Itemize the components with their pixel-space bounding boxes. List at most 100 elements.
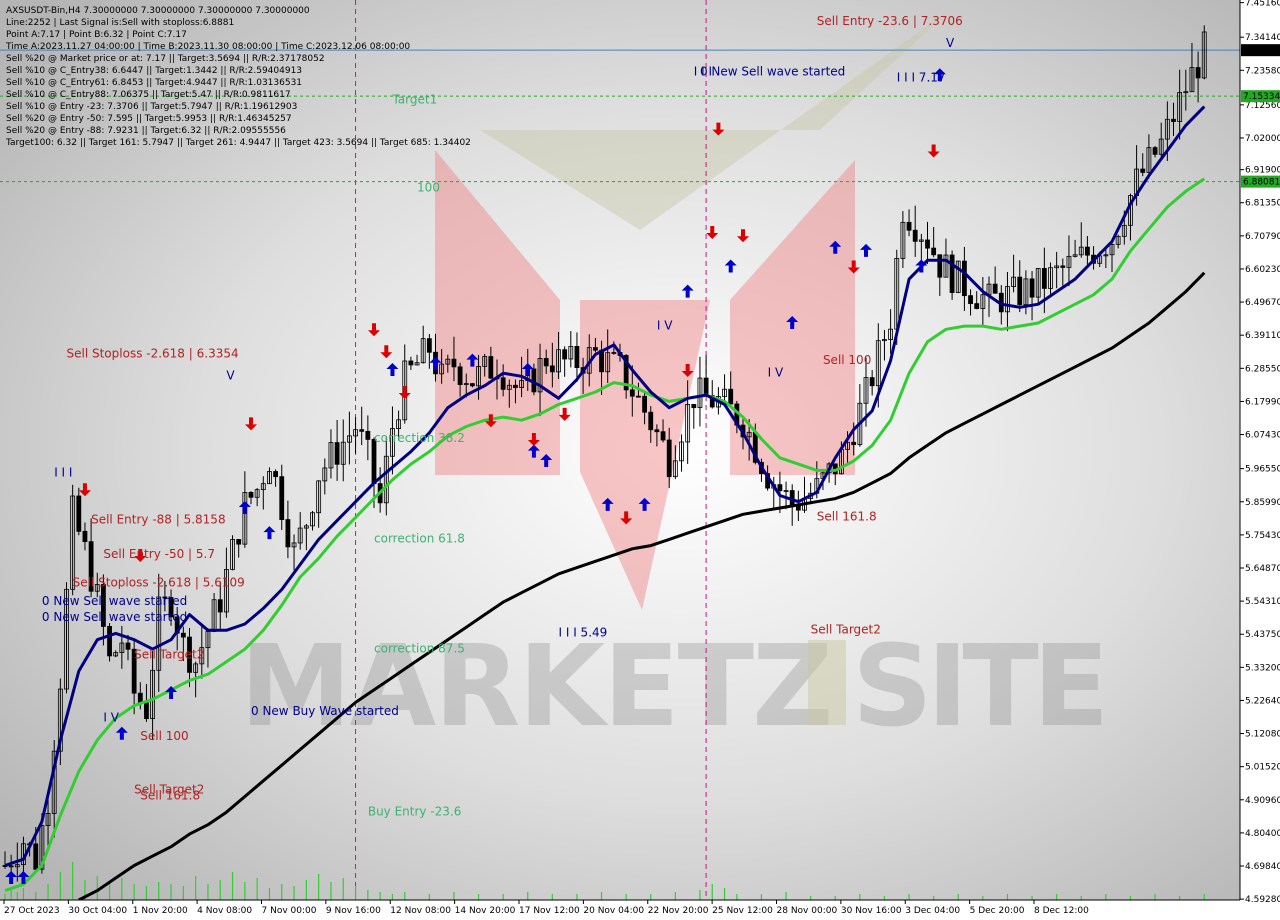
sell-arrow-icon	[245, 417, 257, 431]
chart-annotation: Sell Entry -50 | 5.7	[103, 547, 215, 561]
chart-annotation: Sell Stoploss -2.618 | 5.6109	[73, 575, 245, 589]
candle	[131, 638, 137, 715]
price-label: 7.30000	[1243, 46, 1280, 56]
candle	[722, 374, 727, 401]
candle	[974, 291, 980, 310]
chart-annotation: I I I	[54, 466, 72, 480]
candle	[408, 356, 414, 370]
info-line: Sell %20 @ Market price or at: 7.17 || T…	[6, 54, 325, 64]
sell-arrow-icon	[558, 407, 571, 421]
info-panel: AXSUSDT-Bin,H4 7.30000000 7.30000000 7.3…	[5, 6, 471, 148]
x-tick-label: 22 Nov 20:00	[648, 906, 709, 916]
candle	[1158, 122, 1164, 160]
candle	[562, 346, 568, 377]
y-tick-label: 6.81350	[1245, 199, 1280, 209]
candle	[199, 625, 205, 679]
candle	[107, 623, 112, 662]
candle	[1085, 236, 1090, 265]
y-tick-label: 4.59280	[1245, 895, 1280, 905]
candle	[346, 411, 352, 465]
pattern-middle-v	[580, 300, 710, 610]
candle	[949, 250, 955, 300]
sell-arrow-icon	[681, 364, 694, 378]
sell-arrow-icon	[737, 229, 749, 243]
watermark-text: MARKETZ	[240, 622, 831, 752]
candle	[168, 589, 174, 626]
candle	[1035, 268, 1041, 306]
y-tick-label: 4.90960	[1245, 796, 1280, 806]
info-line: Sell %10 @ C_Entry88: 7.06375 || Target:…	[6, 90, 291, 100]
candle	[390, 406, 395, 475]
chart-annotation: I V	[103, 710, 119, 724]
buy-arrow-icon	[238, 501, 251, 515]
candle	[556, 331, 561, 379]
x-tick-label: 17 Nov 12:00	[519, 906, 580, 916]
candle	[426, 334, 432, 369]
candle	[383, 436, 389, 516]
y-tick-label: 5.75430	[1245, 531, 1280, 541]
candle	[869, 370, 875, 396]
buy-arrow-icon	[915, 259, 928, 273]
candle	[672, 445, 678, 480]
candle	[297, 512, 303, 550]
candle	[291, 534, 297, 571]
candle	[1152, 145, 1158, 158]
candle	[451, 336, 457, 382]
y-tick-label: 4.69840	[1245, 862, 1280, 872]
buy-arrow-icon	[829, 240, 842, 254]
candle	[248, 491, 254, 505]
candle	[1005, 271, 1010, 332]
candle	[777, 471, 783, 514]
candle	[334, 420, 340, 481]
y-tick-label: 6.60230	[1245, 265, 1280, 275]
moving-averages-layer	[4, 105, 1206, 902]
price-label-box	[1241, 44, 1280, 57]
candles-layer	[2, 25, 1207, 885]
candle	[445, 354, 451, 373]
volume-layer	[4, 862, 1205, 900]
candle	[925, 221, 930, 265]
candle	[955, 260, 961, 294]
y-axis-panel	[1240, 0, 1280, 920]
sell-arrow-icon	[712, 122, 725, 136]
buy-arrow-icon	[638, 497, 651, 511]
candle	[685, 380, 691, 464]
x-tick-label: 8 Dec 12:00	[1034, 906, 1089, 916]
sell-arrow-icon	[368, 323, 380, 337]
candle	[1017, 260, 1023, 313]
candle	[728, 371, 734, 405]
candle	[1189, 42, 1195, 93]
candle	[254, 488, 260, 507]
chart-annotation: Sell Target2	[134, 782, 204, 796]
y-tick-label: 6.07430	[1245, 431, 1280, 441]
chart-annotation: correction 61.8	[374, 532, 465, 546]
info-line: Point A:7.17 | Point B:6.32 | Point C:7.…	[6, 30, 187, 40]
watermark-site-text: SITE	[852, 622, 1103, 752]
chart-annotation: Sell 161.8	[817, 510, 877, 524]
buy-arrow-icon	[521, 363, 534, 377]
sell-arrow-icon	[134, 549, 147, 563]
candle	[882, 329, 887, 361]
buy-arrow-icon	[115, 726, 128, 740]
candle	[94, 572, 100, 598]
signals-layer	[5, 68, 946, 885]
candle	[666, 427, 672, 489]
candle	[469, 382, 475, 388]
candle	[900, 211, 906, 268]
candle	[340, 419, 346, 482]
candle	[463, 373, 469, 398]
y-tick-label: 5.12080	[1245, 730, 1280, 740]
info-line: Sell %20 @ Entry -88: 7.9231 || Target:6…	[6, 126, 286, 136]
candle	[113, 650, 119, 658]
x-tick-label: 28 Nov 00:00	[777, 906, 838, 916]
candle	[506, 379, 512, 408]
info-line: Line:2252 | Last Signal is:Sell with sto…	[6, 18, 234, 28]
candle	[513, 379, 518, 404]
chart-annotation: 100	[417, 180, 440, 194]
chart-annotation: 0 New Sell wave started	[700, 64, 845, 78]
chart-annotation: Sell 100	[823, 353, 871, 367]
buy-arrow-icon	[527, 444, 540, 458]
candle	[654, 424, 660, 447]
buy-arrow-icon	[933, 68, 946, 82]
